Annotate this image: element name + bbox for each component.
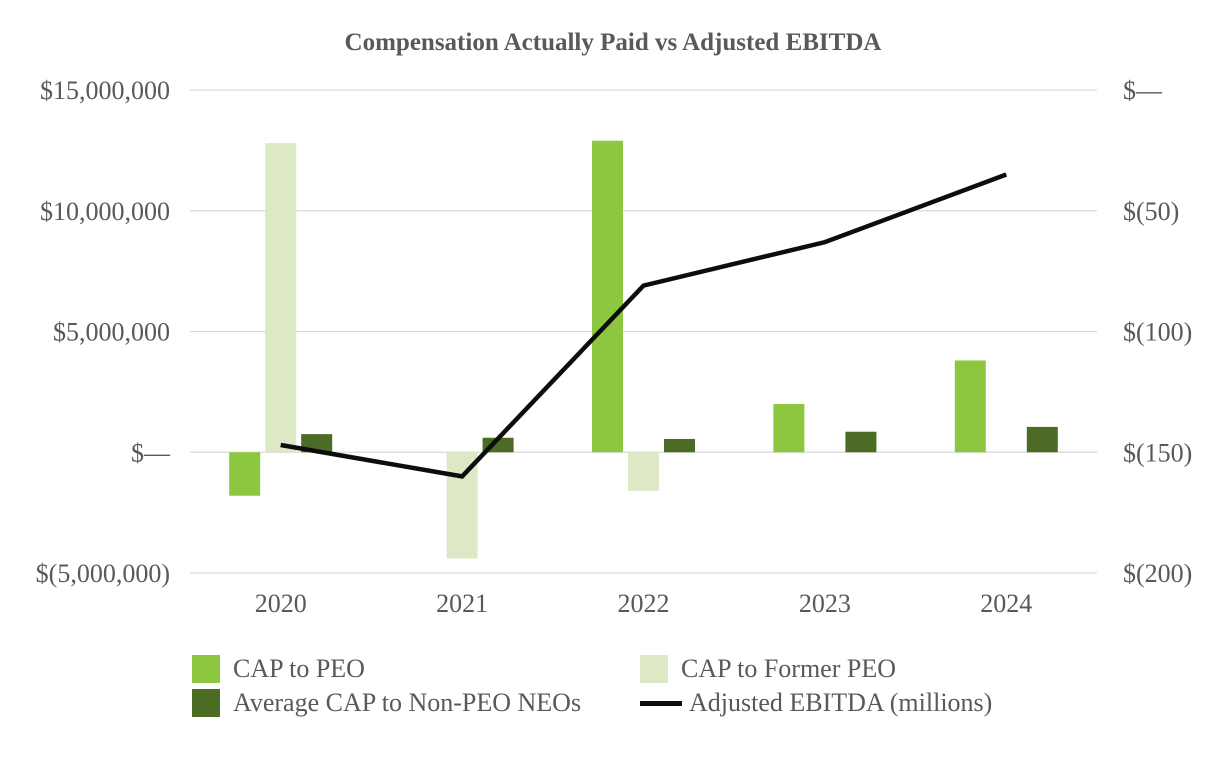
- legend-line-adjusted-ebitda-icon: [640, 700, 682, 706]
- x-axis-category-label: 2021: [436, 589, 488, 618]
- left-axis-tick-label: $15,000,000: [40, 76, 170, 105]
- legend-item-cap-to-peo: CAP to PEO: [192, 654, 640, 683]
- line-adjusted-ebitda-millions: [280, 172, 1008, 479]
- legend-item-cap-to-former-peo: CAP to Former PEO: [640, 654, 992, 683]
- bar-cap-to-former-peo-2020: [265, 143, 297, 453]
- legend-swatch-cap-to-former-peo: [640, 655, 668, 683]
- left-axis-tick-label: $5,000,000: [53, 318, 170, 347]
- right-axis-tick-label: $(50): [1123, 197, 1179, 226]
- x-axis-category-label: 2023: [799, 589, 851, 618]
- left-axis-tick-label: $(5,000,000): [36, 559, 170, 588]
- legend-item-average-cap-to-non-peo-neos: Average CAP to Non-PEO NEOs: [192, 688, 640, 717]
- plot-area: $15,000,000 $10,000,000 $5,000,000 $— $(5,00…: [36, 76, 1193, 618]
- x-axis-category-label: 2022: [618, 589, 670, 618]
- x-axis-category-label: 2020: [255, 589, 307, 618]
- right-axis-tick-label: $—: [1123, 76, 1163, 105]
- chart-legend: CAP to PEO CAP to Former PEO Average CAP…: [192, 654, 993, 717]
- bar-cap-to-former-peo-2022: [628, 452, 659, 491]
- legend-swatch-cap-to-peo: [192, 655, 220, 683]
- bar-cap-to-former-peo-2021: [446, 452, 478, 559]
- legend-swatch-average-cap-to-non-peo-neos: [192, 689, 220, 717]
- legend-label-cap-to-former-peo: CAP to Former PEO: [681, 654, 896, 683]
- legend-label-cap-to-peo: CAP to PEO: [233, 654, 365, 683]
- x-axis-category-label: 2024: [980, 589, 1032, 618]
- bar-average-cap-to-non-peo-neos-2022: [664, 438, 695, 453]
- bar-average-cap-to-non-peo-neos-2023: [845, 431, 877, 453]
- legend-item-adjusted-ebitda: Adjusted EBITDA (millions): [640, 688, 993, 717]
- right-axis-tick-label: $(150): [1123, 438, 1192, 467]
- bar-average-cap-to-non-peo-neos-2024: [1026, 426, 1058, 453]
- legend-label-adjusted-ebitda: Adjusted EBITDA (millions): [689, 688, 993, 717]
- bar-cap-to-peo-2020: [229, 452, 261, 496]
- right-axis-tick-label: $(100): [1123, 318, 1192, 347]
- chart-title: Compensation Actually Paid vs Adjusted E…: [344, 29, 882, 56]
- bar-cap-to-peo-2022: [592, 140, 623, 453]
- bar-cap-to-peo-2024: [954, 360, 986, 453]
- left-axis-tick-label: $10,000,000: [40, 197, 170, 226]
- bar-cap-to-peo-2023: [773, 403, 805, 453]
- legend-label-average-cap-to-non-peo-neos: Average CAP to Non-PEO NEOs: [233, 688, 582, 717]
- left-axis-tick-label: $—: [131, 438, 171, 467]
- right-axis-tick-label: $(200): [1123, 559, 1192, 588]
